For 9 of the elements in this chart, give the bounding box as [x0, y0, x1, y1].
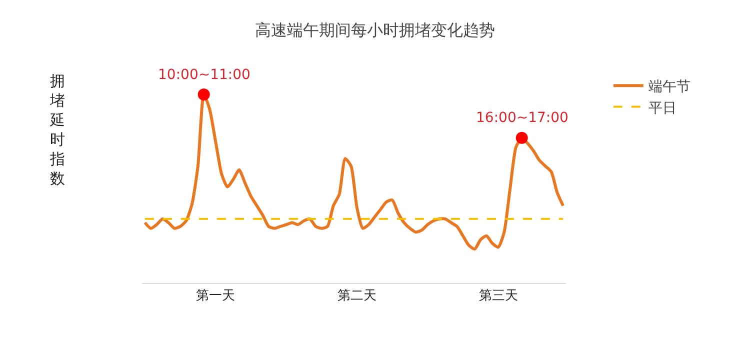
x-tick-label: 第三天 [478, 288, 518, 304]
x-tick-label: 第一天 [196, 288, 236, 304]
text: 10:00~11:00 [158, 67, 250, 83]
legend-label: 端午节 [648, 79, 690, 96]
annotation: 16:00~17:00 [476, 110, 568, 126]
x-tick-label: 第二天 [337, 288, 376, 304]
legend-label: 平日 [648, 100, 676, 116]
text: 拥堵延时指数 [49, 72, 65, 188]
chart-title: 高速端午期间每小时拥堵变化趋势 [255, 20, 495, 40]
